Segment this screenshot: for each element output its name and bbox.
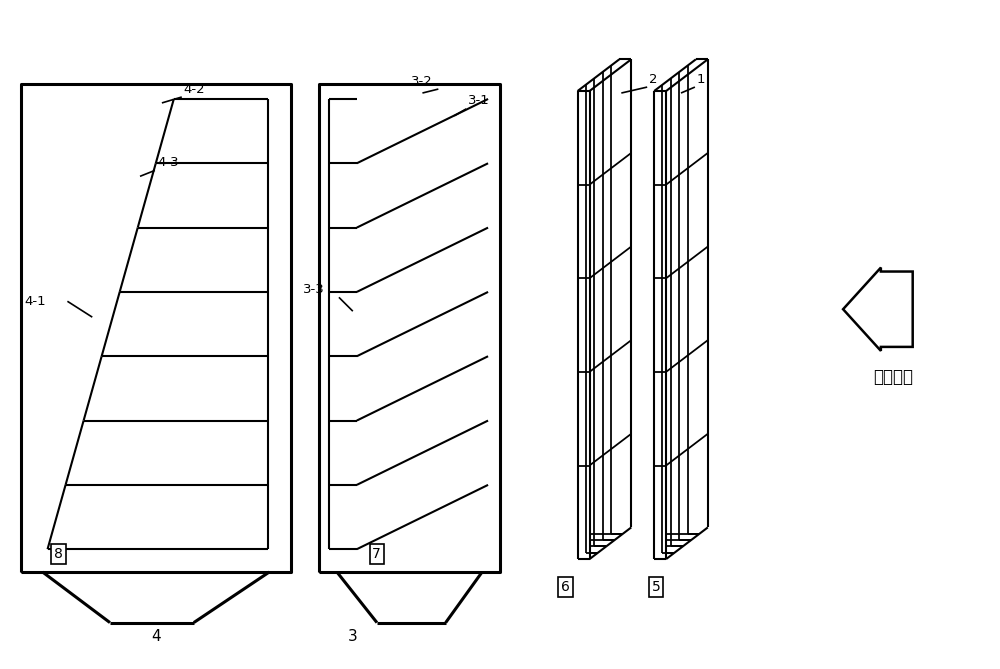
Text: 2: 2 bbox=[649, 73, 658, 86]
Text: 3: 3 bbox=[348, 629, 358, 644]
Text: 6: 6 bbox=[561, 580, 570, 594]
Text: 1: 1 bbox=[697, 73, 705, 86]
Text: 气流流向: 气流流向 bbox=[873, 368, 913, 385]
Text: 8: 8 bbox=[54, 547, 63, 561]
Text: 4-2: 4-2 bbox=[184, 82, 205, 96]
Text: 4-3: 4-3 bbox=[157, 156, 179, 169]
Text: 4-1: 4-1 bbox=[25, 295, 46, 308]
Text: 3-2: 3-2 bbox=[411, 75, 432, 88]
Text: 3-1: 3-1 bbox=[468, 94, 490, 108]
Text: 7: 7 bbox=[372, 547, 381, 561]
Text: 3-3: 3-3 bbox=[303, 283, 325, 296]
Text: 4: 4 bbox=[151, 629, 161, 644]
Text: 5: 5 bbox=[652, 580, 661, 594]
